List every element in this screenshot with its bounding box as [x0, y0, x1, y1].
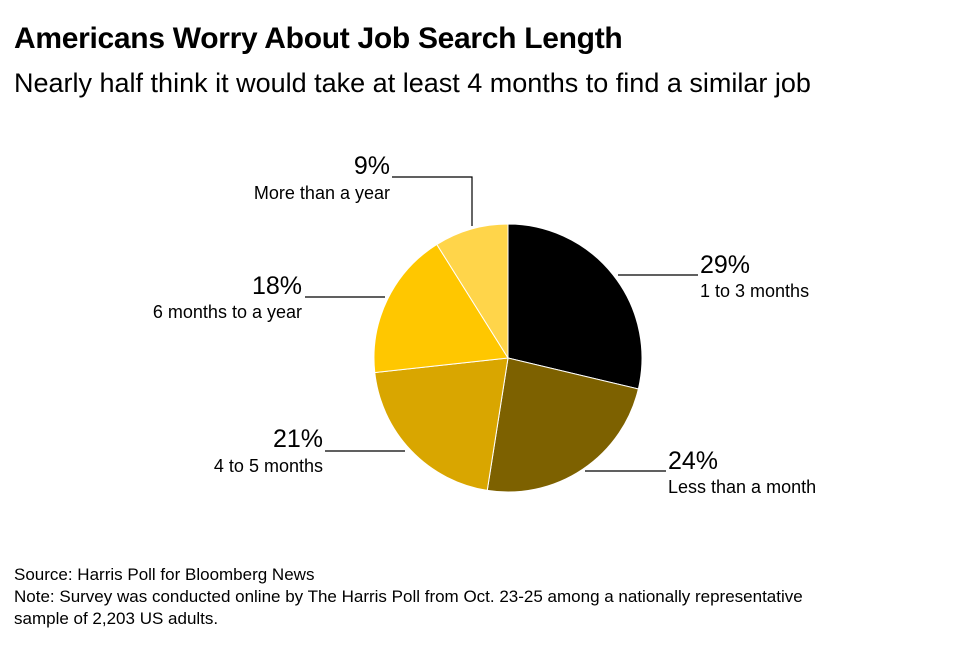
pie-slice-4-to-5-months: [374, 357, 509, 491]
value-label-6-months-to-a-year: 18%: [252, 272, 302, 300]
survey-note-line-1: Note: Survey was conducted online by The…: [14, 587, 803, 606]
category-label-more-than-a-year: More than a year: [254, 183, 390, 203]
category-label-1-to-3-months: 1 to 3 months: [700, 281, 809, 301]
survey-note-line-2: sample of 2,203 US adults.: [14, 609, 219, 628]
value-label-1-to-3-months: 29%: [700, 251, 750, 279]
category-label-less-than-a-month: Less than a month: [668, 477, 816, 497]
pie-slice-more-than-a-year: [436, 223, 509, 360]
pie-slice-1-to-3-months: [507, 223, 643, 390]
chart-footer: Source: Harris Poll for Bloomberg News N…: [14, 564, 960, 630]
pie-slice-6-months-to-a-year: [373, 243, 509, 374]
category-label-6-months-to-a-year: 6 months to a year: [153, 302, 302, 322]
value-label-less-than-a-month: 24%: [668, 447, 718, 475]
value-label-4-to-5-months: 21%: [273, 425, 323, 453]
category-label-4-to-5-months: 4 to 5 months: [214, 456, 323, 476]
source-note: Source: Harris Poll for Bloomberg News: [14, 565, 315, 584]
leader-line-more-than-a-year: [392, 176, 473, 226]
chart-subtitle: Nearly half think it would take at least…: [14, 68, 811, 98]
pie-slice-less-than-a-month: [486, 357, 639, 493]
value-label-more-than-a-year: 9%: [354, 152, 390, 180]
chart-title: Americans Worry About Job Search Length: [14, 22, 623, 55]
